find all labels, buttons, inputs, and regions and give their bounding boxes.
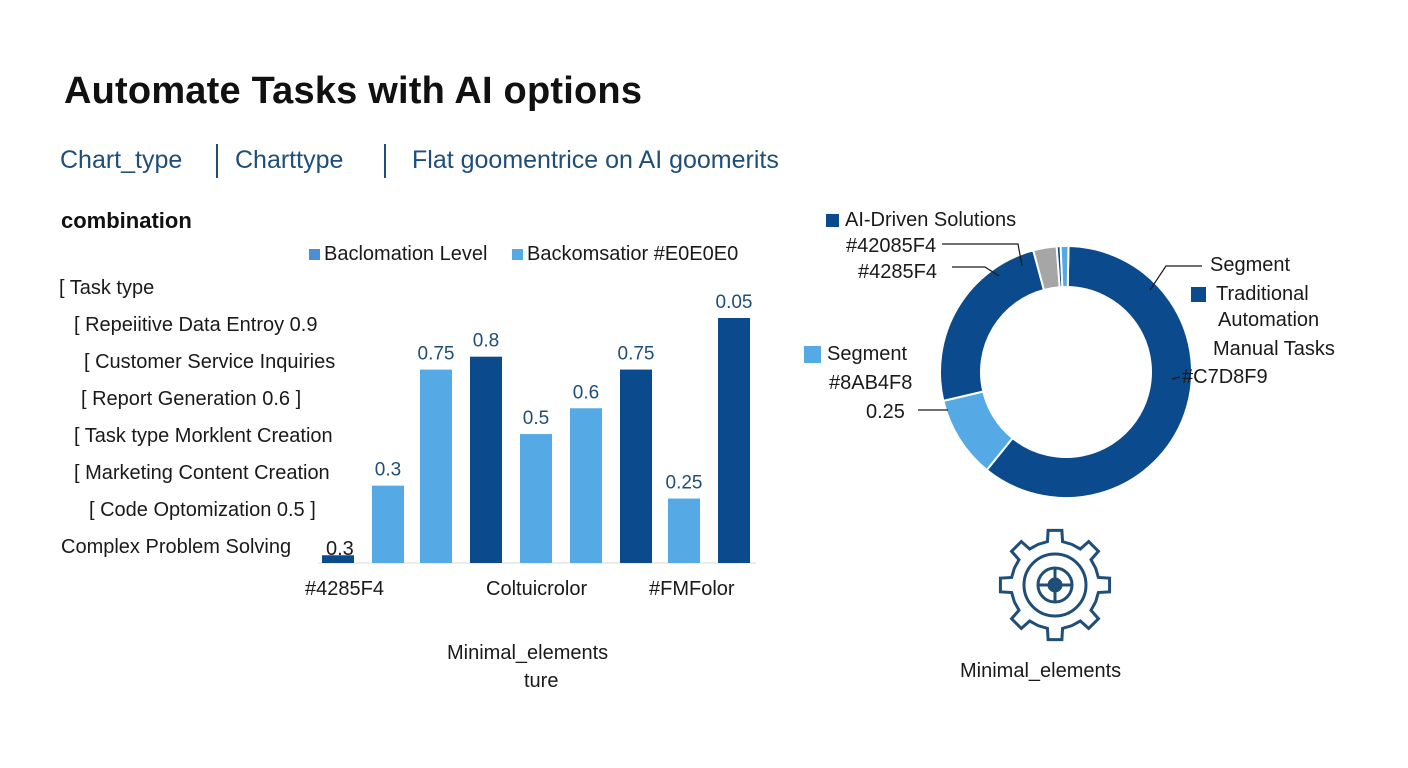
donut-label-automation: Automation <box>1218 309 1320 331</box>
donut-label-hex4: #8AB4F8 <box>829 372 913 394</box>
task-list-line: [ Repeiitive Data Entroy 0.9 <box>74 314 318 336</box>
donut-slice <box>985 245 1193 499</box>
bar <box>668 498 700 563</box>
subtitle-divider-1 <box>216 144 218 178</box>
legend-swatch-2 <box>512 249 523 260</box>
subtitle-item-1: Chart_type <box>60 146 183 174</box>
bar-value-label: 0.5 <box>523 408 549 429</box>
donut-label-hex3: #C7D8F9 <box>1182 366 1268 388</box>
bar <box>420 369 452 563</box>
donut-label-manual-tasks: Manual Tasks <box>1213 338 1335 360</box>
donut-label-value: 0.25 <box>866 401 905 423</box>
bar <box>620 369 652 563</box>
leader-line <box>952 266 1000 277</box>
task-list-line: [ Task type <box>59 277 155 299</box>
bar-footer-line-2: ture <box>524 670 559 692</box>
donut-label-hex1: #42085F4 <box>846 235 937 257</box>
donut-label-segment-right: Segment <box>1210 254 1291 276</box>
x-tick-label: Coltuicrolor <box>486 578 588 600</box>
bar-value-label: 0.8 <box>473 331 499 352</box>
task-list-line: [ Task type Morklent Creation <box>74 425 333 447</box>
bar <box>372 485 404 563</box>
leader-line <box>1171 376 1181 380</box>
subtitle-item-3: Flat goomentrice on AI goomerits <box>412 146 779 174</box>
legend-swatch-1 <box>309 249 320 260</box>
leader-line <box>942 243 1023 267</box>
gear-icon <box>998 528 1112 642</box>
bar-value-label: 0.3 <box>375 460 401 481</box>
x-tick-label: #FMFolor <box>649 578 735 600</box>
x-tick-label: #4285F4 <box>305 578 384 600</box>
donut-slice <box>1059 245 1070 289</box>
chart-title: combination <box>61 208 192 233</box>
donut-slice <box>939 249 1046 403</box>
donut-label-hex2: #4285F4 <box>858 261 937 283</box>
donut-footer: Minimal_elements <box>960 660 1122 682</box>
subtitle-item-2: Charttype <box>235 146 344 174</box>
bar-value-label: 0.6 <box>573 382 599 403</box>
bar-footer-line-1: Minimal_elements <box>447 642 609 664</box>
page-title: Automate Tasks with AI options <box>64 70 643 112</box>
donut-label-segment-left: Segment <box>827 343 908 365</box>
bar <box>718 318 750 563</box>
bar-value-label: 0.05 <box>716 292 753 313</box>
task-list-line: [ Report Generation 0.6 ] <box>81 388 302 410</box>
legend-swatch-ai <box>826 214 839 227</box>
task-list-line: [ Code Optomization 0.5 ] <box>89 499 316 521</box>
bar <box>322 555 354 563</box>
task-list-line: [ Customer Service Inquiries <box>84 351 336 373</box>
task-list-line: [ Marketing Content Creation <box>74 462 330 484</box>
bar-value-label: 0.75 <box>418 344 455 365</box>
bar-value-label: 0.25 <box>666 473 703 494</box>
legend-label-1: Baclomation Level <box>324 243 488 265</box>
legend-label-2: Backomsatior #E0E0E0 <box>527 243 739 265</box>
subtitle-divider-2 <box>384 144 386 178</box>
bar <box>570 408 602 563</box>
bar <box>470 356 502 563</box>
legend-swatch-segment <box>804 346 821 363</box>
bar-value-label: 0.3 <box>326 538 354 560</box>
donut-label-ai-driven: AI-Driven Solutions <box>845 209 1017 231</box>
bar-value-label: 0.75 <box>618 344 655 365</box>
task-list-line: Complex Problem Solving <box>61 536 292 558</box>
bar <box>520 434 552 563</box>
legend-swatch-traditional <box>1191 287 1206 302</box>
leader-line <box>1149 265 1202 291</box>
donut-label-traditional: Traditional <box>1216 283 1309 305</box>
